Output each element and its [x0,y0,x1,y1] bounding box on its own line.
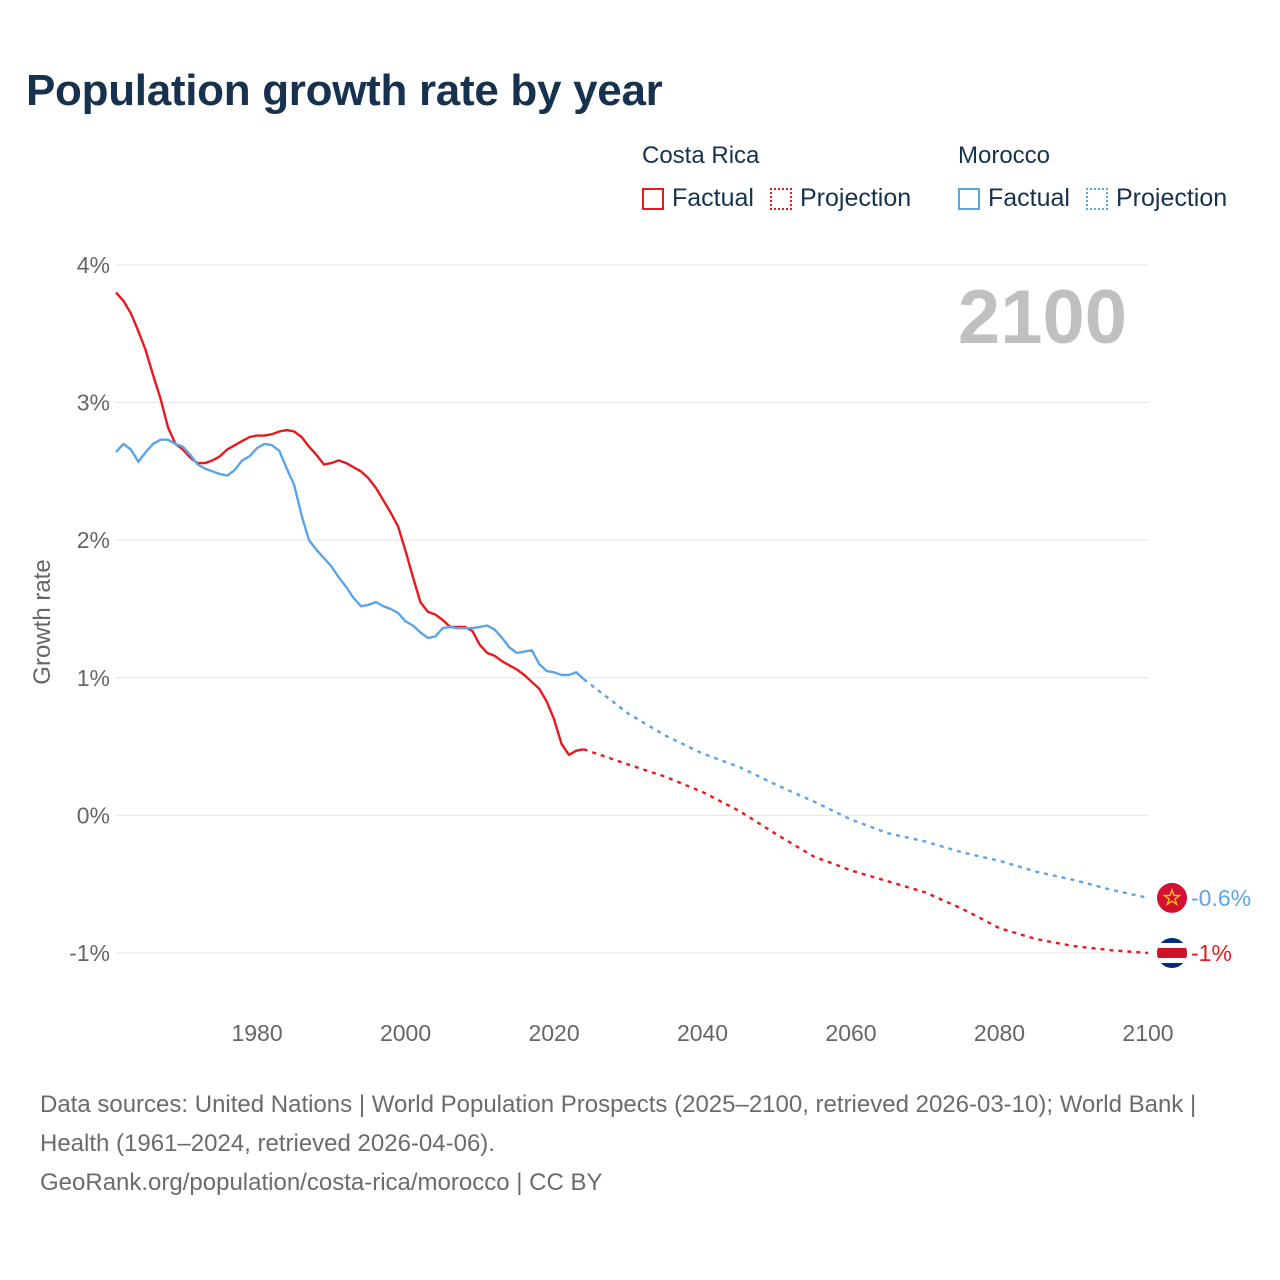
legend-item-projection[interactable]: Projection [1085,184,1228,213]
series-line-morocco-factual[interactable] [115,438,585,681]
source-text: Data sources: United Nations | World Pop… [40,1091,1197,1157]
x-tick-label: 2100 [1122,1020,1173,1046]
credit-link[interactable]: GeoRank.org/population/costa-rica/morocc… [40,1169,603,1196]
year-label: 2100 [958,275,1127,360]
x-tick-label: 2080 [974,1020,1025,1046]
legend-swatch-dotted [769,187,792,210]
y-tick-label: 1% [77,665,110,691]
x-tick-label: 2000 [380,1020,431,1046]
y-tick-label: 3% [77,390,110,416]
legend-item-label: Factual [672,184,754,212]
legend-country-label: Costa Rica [642,142,760,169]
series-line-costa-rica-factual[interactable] [115,291,584,756]
y-tick-label: 4% [77,252,110,278]
legend-item-projection[interactable]: Projection [769,184,912,213]
legend-swatch-solid [642,187,664,210]
x-tick-label: 1980 [231,1020,282,1046]
x-tick-label: 2020 [528,1020,579,1046]
end-label-morocco: -0.6% [1191,885,1251,911]
y-tick-label: 0% [77,802,110,828]
chart-title: Population growth rate by year [26,66,663,115]
y-tick-label: -1% [69,940,110,966]
x-tick-label: 2060 [825,1020,876,1046]
legend-swatch-solid [958,187,980,210]
legend-swatch-dotted [1085,187,1108,210]
y-axis-label: Growth rate [29,559,56,684]
legend-item-label: Factual [988,184,1070,212]
legend-item-factual[interactable]: Factual [958,184,1070,213]
series-line-costa-rica-projection[interactable] [583,748,1149,955]
x-tick-label: 2040 [677,1020,728,1046]
flag-costa-rica-icon [1157,937,1187,968]
legend-country-label: Morocco [958,142,1051,169]
end-label-costa-rica: -1% [1191,940,1232,966]
legend-item-label: Projection [799,184,912,212]
legend-group-costa-rica: Costa Rica Factual Projection [642,142,927,213]
flag-morocco-icon [1157,882,1187,913]
legend-group-morocco: Morocco Factual Projection [958,142,1243,213]
series-line-morocco-projection[interactable] [582,678,1149,900]
source-footer: Data sources: United Nations | World Pop… [40,1085,1240,1202]
y-tick-label: 2% [77,527,110,553]
legend-item-factual[interactable]: Factual [642,184,754,213]
legend-item-label: Projection [1115,184,1228,212]
